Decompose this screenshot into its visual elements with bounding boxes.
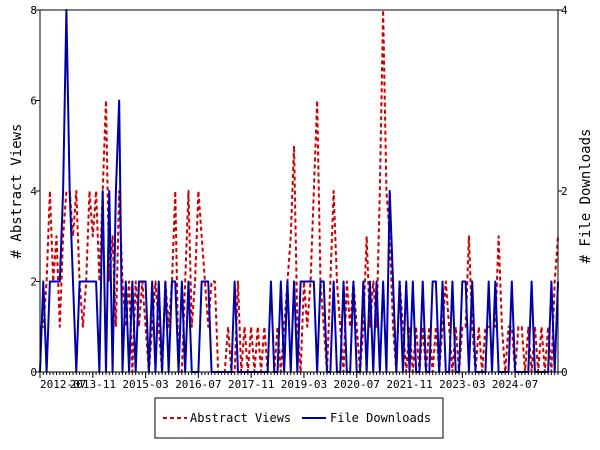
legend-label-file-downloads: File Downloads [330, 411, 431, 425]
series-line-file-downloads [39, 9, 559, 373]
left-y-tick-label: 0 [30, 366, 37, 379]
right-y-tick-label: 4 [561, 4, 568, 17]
x-tick-label: 2017-11 [228, 378, 274, 391]
right-axis-title: # File Downloads [578, 129, 594, 264]
series-layer [39, 9, 559, 373]
left-axis-title: # Abstract Views [9, 124, 25, 259]
x-tick-label: 2021-11 [386, 378, 432, 391]
left-y-tick-label: 8 [30, 4, 37, 17]
x-tick-label: 2013-11 [70, 378, 116, 391]
left-y-axis: 0 2 4 6 8 [30, 4, 40, 379]
right-y-tick-label: 0 [561, 366, 568, 379]
legend: Abstract Views File Downloads [154, 397, 444, 439]
x-tick-label: 2012-07 [40, 378, 86, 391]
left-y-tick-label: 2 [30, 276, 37, 289]
right-y-axis: 0 2 4 [558, 4, 568, 379]
x-tick-label: 2023-03 [439, 378, 485, 391]
legend-label-abstract-views: Abstract Views [190, 411, 291, 425]
x-tick-label: 2020-07 [334, 378, 380, 391]
legend-box [154, 397, 444, 439]
x-tick-label: 2015-03 [122, 378, 168, 391]
x-tick-label: 2019-03 [281, 378, 327, 391]
left-y-tick-label: 4 [30, 185, 37, 198]
right-y-tick-label: 2 [561, 185, 568, 198]
left-y-tick-label: 6 [30, 95, 37, 108]
x-tick-label: 2024-07 [492, 378, 538, 391]
plot-area-frame [39, 9, 559, 373]
x-tick-label: 2016-07 [175, 378, 221, 391]
